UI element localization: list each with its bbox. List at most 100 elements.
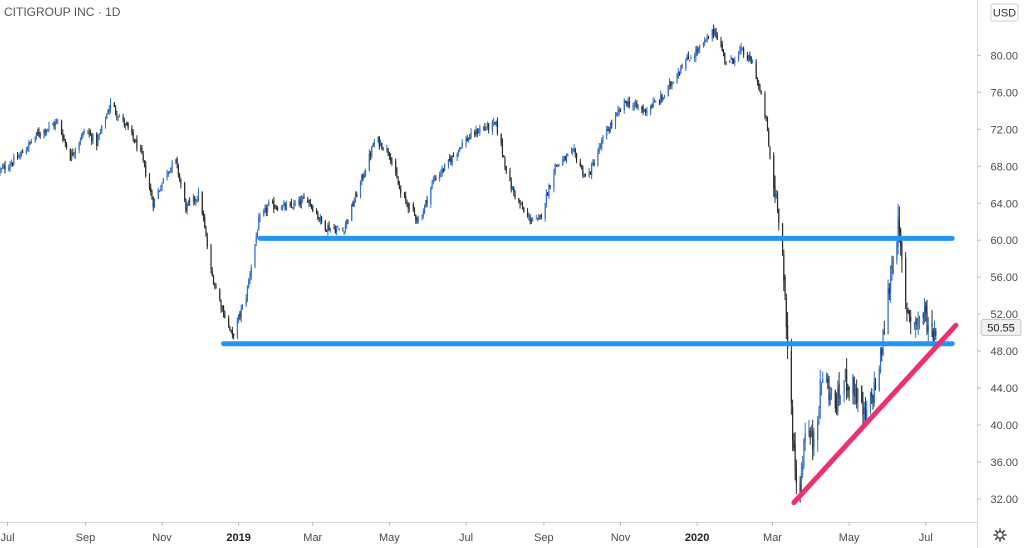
candle-body: [423, 205, 426, 213]
candle-body: [123, 120, 125, 126]
candle-body: [452, 155, 455, 157]
candle-body: [201, 192, 203, 214]
candle-body: [793, 440, 795, 448]
candle-body: [177, 165, 179, 175]
candle-body: [327, 225, 329, 232]
price-axis[interactable]: 32.00 36.00 40.00 44.00 48.00 52.00 56.00 60.00…: [977, 50, 1018, 506]
candle-body: [694, 55, 696, 58]
candle-body: [336, 228, 338, 233]
candle-body: [931, 323, 933, 327]
candle-body: [591, 164, 593, 176]
candle-body: [597, 153, 599, 166]
candle-body: [883, 332, 885, 334]
candle-body: [417, 218, 419, 221]
candle-body: [583, 175, 585, 177]
candle-body: [474, 131, 476, 136]
candle-body: [412, 204, 414, 209]
candle-body: [69, 148, 71, 161]
candle-body: [618, 109, 620, 112]
candle-body: [240, 308, 242, 318]
candle-body: [535, 217, 537, 219]
candle-body: [152, 198, 154, 208]
candle-body: [8, 167, 10, 170]
candle-body: [820, 382, 823, 384]
candle-body: [140, 147, 142, 149]
candle-body: [810, 430, 813, 436]
candle-body: [685, 60, 687, 70]
candle-body: [800, 473, 803, 494]
candle-body: [523, 208, 525, 212]
candle-body: [624, 100, 627, 102]
candle-body: [175, 159, 177, 164]
candle-body: [706, 36, 708, 39]
candle-body: [259, 215, 261, 219]
candle-body: [633, 105, 635, 107]
candle-body: [97, 137, 99, 145]
candle-body: [563, 157, 565, 159]
candle-body: [284, 203, 286, 209]
candle-body: [256, 231, 259, 237]
candle-body: [651, 106, 653, 108]
currency-button-frame[interactable]: [990, 3, 1019, 22]
price-tick-label: 56.00: [990, 272, 1018, 284]
candle-body: [280, 209, 282, 211]
price-tick-label: 76.00: [990, 87, 1018, 99]
candle-body: [187, 201, 190, 205]
candle-body: [741, 48, 743, 50]
candle-body: [803, 440, 805, 467]
candle-body: [601, 140, 603, 148]
candle-body: [54, 122, 56, 127]
candle-body: [510, 181, 512, 190]
candle-body: [838, 383, 840, 398]
candle-body: [623, 99, 625, 111]
candle-body: [528, 216, 530, 218]
candle-body: [388, 152, 390, 156]
candle-body: [681, 67, 683, 69]
candle-body: [804, 433, 806, 442]
time-tick-label: Nov: [152, 532, 172, 544]
candle-body: [773, 155, 775, 189]
candle-body: [922, 313, 924, 318]
candle-body: [678, 71, 681, 73]
candle-body: [277, 207, 279, 210]
candle-body: [127, 123, 129, 128]
candle-body: [697, 48, 699, 53]
candle-body: [539, 215, 541, 220]
candle-body: [748, 55, 750, 60]
candle-body: [431, 182, 433, 188]
candle-body: [101, 125, 103, 131]
candle-body: [329, 228, 331, 231]
candle-body: [670, 81, 672, 86]
candle-body: [695, 49, 697, 58]
candle-body: [565, 155, 568, 160]
rising-trend-line[interactable]: [791, 322, 959, 506]
candle-body: [338, 228, 340, 230]
candle-body: [699, 45, 701, 49]
candle-body: [206, 237, 208, 247]
candle-body: [337, 227, 339, 229]
candle-body: [122, 116, 124, 120]
currency-label: USD: [993, 8, 1016, 20]
price-tick-label: 36.00: [990, 457, 1018, 469]
candle-body: [44, 130, 46, 133]
candle-body: [505, 165, 507, 172]
candle-body: [503, 155, 505, 158]
price-tick-label: 80.00: [990, 50, 1018, 62]
candle-body: [451, 155, 453, 163]
candle-body: [282, 205, 284, 209]
candle-body: [608, 130, 610, 132]
candle-body: [303, 197, 305, 199]
time-tick-label: May: [839, 532, 860, 544]
candle-body: [573, 148, 575, 150]
currency-button[interactable]: USD: [990, 3, 1019, 22]
candle-body: [915, 319, 917, 326]
gear-icon[interactable]: [993, 528, 1007, 542]
candle-body: [263, 210, 265, 216]
candle-body: [927, 325, 929, 331]
candle-body: [607, 129, 609, 131]
candle-body: [686, 56, 688, 61]
candle-body: [158, 190, 161, 192]
candle-body: [549, 185, 551, 188]
time-axis[interactable]: Jul Sep Nov 2019 Mar May Jul Sep Nov 2020 Mar May Ju…: [1, 522, 933, 544]
